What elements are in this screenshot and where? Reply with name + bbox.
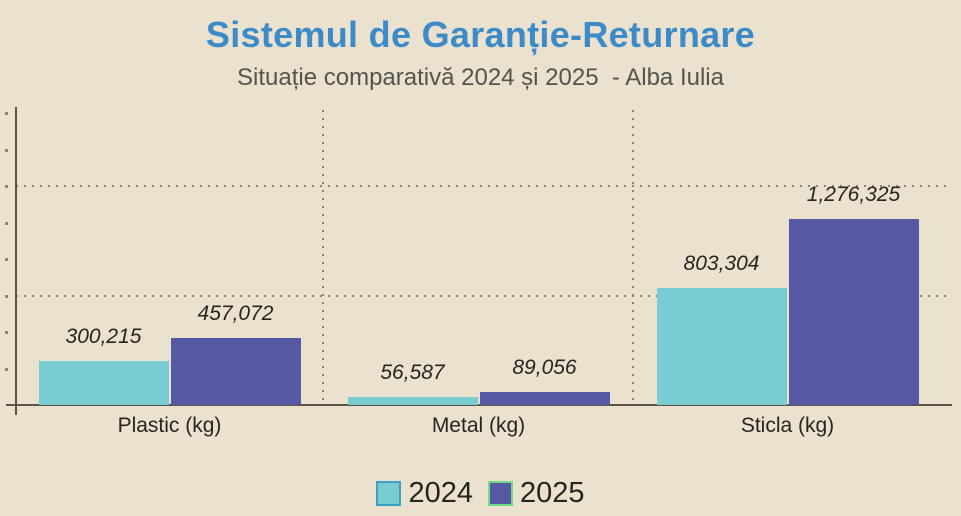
bar-2025-Plastic (kg) (170, 338, 301, 405)
legend-item-2025: 2025 (488, 476, 585, 510)
bar-2024-Plastic (kg) (38, 361, 169, 405)
category-separator-line (632, 110, 634, 405)
legend-swatch-2025 (488, 480, 513, 506)
legend-item-2024: 2024 (376, 476, 473, 510)
y-axis-tick (5, 185, 8, 189)
bar-value-label: 89,056 (512, 356, 577, 379)
category-label: Plastic (kg) (117, 414, 222, 437)
y-axis-tick (5, 112, 8, 116)
bar-value-label: 1,276,325 (806, 183, 901, 206)
y-axis-tick (5, 294, 8, 298)
gridline-horizontal (16, 185, 952, 188)
chart-subtitle: Situație comparativă 2024 și 2025 - Alba… (237, 64, 724, 91)
legend-swatch-2024 (376, 480, 402, 506)
y-axis-tick (5, 221, 8, 225)
bar-value-label: 56,587 (380, 361, 445, 384)
category-label: Sticla (kg) (740, 414, 835, 437)
gridline-horizontal (16, 294, 952, 297)
legend-label: 2025 (520, 477, 585, 509)
legend: 2024 2025 (0, 476, 961, 510)
bar-value-label: 803,304 (683, 252, 760, 275)
bar-2024-Sticla (kg) (656, 288, 787, 405)
category-separator-line (322, 110, 324, 405)
category-label: Metal (kg) (431, 414, 526, 437)
y-axis-tick (5, 258, 8, 262)
y-axis-tick (5, 331, 8, 335)
bar-2025-Sticla (kg) (788, 219, 919, 405)
bar-value-label: 457,072 (197, 302, 274, 325)
bar-2025-Metal (kg) (479, 392, 610, 405)
y-axis-tick (5, 367, 8, 371)
legend-label: 2024 (408, 477, 473, 509)
bar-value-label: 300,215 (65, 325, 142, 348)
y-axis-line (15, 107, 17, 415)
y-axis-tick (5, 148, 8, 152)
bar-2024-Metal (kg) (347, 397, 478, 405)
x-axis-line (6, 404, 952, 406)
chart-title: Sistemul de Garanție-Returnare (205, 14, 756, 55)
